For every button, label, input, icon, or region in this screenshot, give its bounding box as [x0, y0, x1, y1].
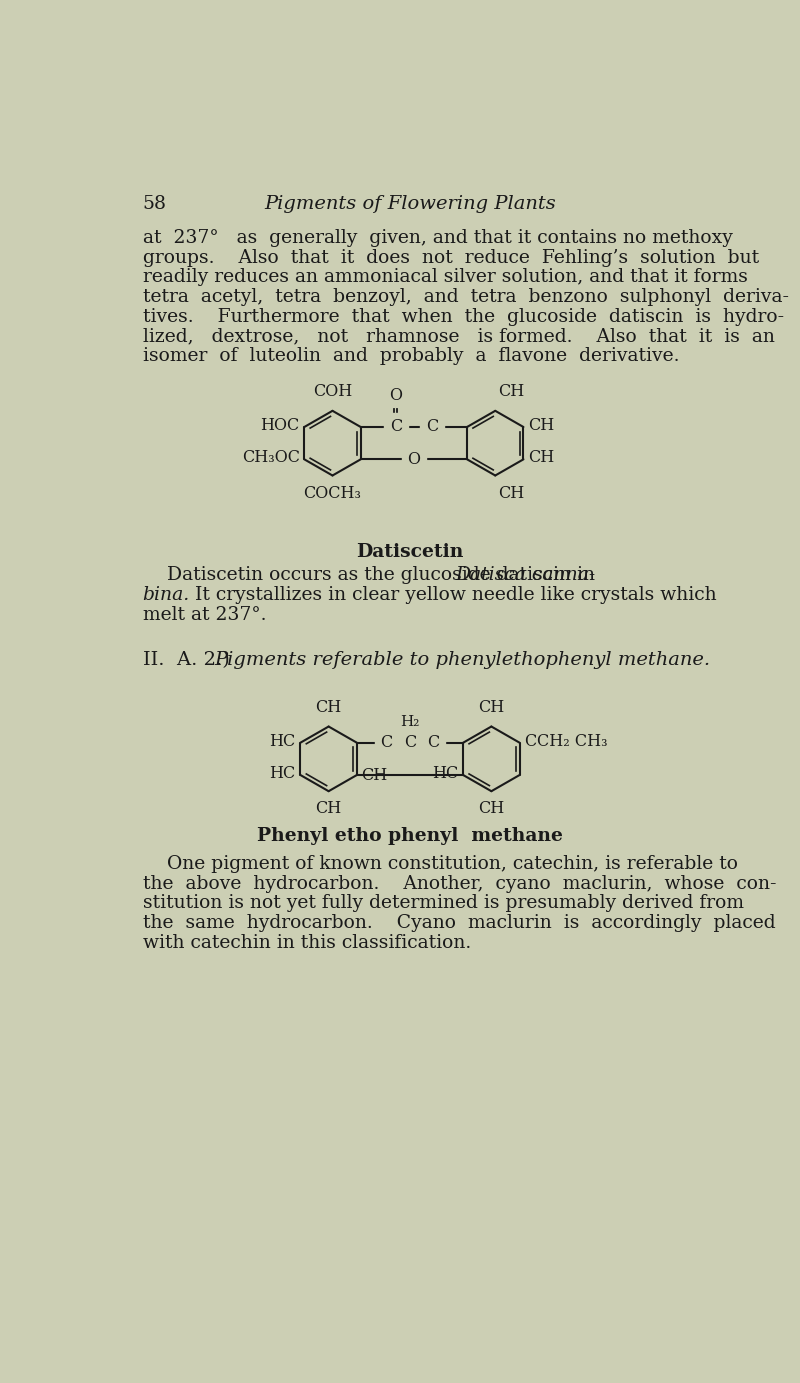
Text: Datisca canna-: Datisca canna-: [455, 567, 595, 585]
Text: C: C: [524, 733, 537, 750]
Text: CH: CH: [498, 383, 525, 400]
Text: tives.    Furthermore  that  when  the  glucoside  datiscin  is  hydro-: tives. Furthermore that when the glucosi…: [142, 307, 784, 325]
Text: melt at 237°.: melt at 237°.: [142, 606, 266, 624]
Text: C: C: [426, 419, 438, 436]
Text: stitution is not yet fully determined is presumably derived from: stitution is not yet fully determined is…: [142, 895, 744, 913]
Text: lized,   dextrose,   not   rhamnose   is formed.    Also  that  it  is  an: lized, dextrose, not rhamnose is formed.…: [142, 328, 774, 346]
Text: isomer  of  luteolin  and  probably  a  flavone  derivative.: isomer of luteolin and probably a flavon…: [142, 347, 679, 365]
Text: CH: CH: [478, 801, 505, 817]
Text: the  same  hydrocarbon.    Cyano  maclurin  is  accordingly  placed: the same hydrocarbon. Cyano maclurin is …: [142, 914, 775, 932]
Text: CH: CH: [478, 698, 505, 716]
Text: It crystallizes in clear yellow needle like crystals which: It crystallizes in clear yellow needle l…: [170, 586, 716, 604]
Text: groups.    Also  that  it  does  not  reduce  Fehling’s  solution  but: groups. Also that it does not reduce Feh…: [142, 249, 758, 267]
Text: CH: CH: [362, 766, 388, 784]
Text: C: C: [404, 734, 416, 751]
Text: CH₂ CH₃: CH₂ CH₃: [537, 733, 607, 750]
Text: Pigments referable to phenylethophenyl methane.: Pigments referable to phenylethophenyl m…: [214, 651, 711, 669]
Text: COCH₃: COCH₃: [303, 484, 362, 502]
Text: HC: HC: [270, 733, 296, 750]
Text: CH₃OC: CH₃OC: [242, 449, 300, 466]
Text: Datiscetin: Datiscetin: [356, 544, 464, 561]
Text: H₂: H₂: [400, 715, 420, 729]
Text: COH: COH: [313, 383, 352, 400]
Text: Phenyl etho phenyl  methane: Phenyl etho phenyl methane: [257, 827, 563, 845]
Text: with catechin in this classification.: with catechin in this classification.: [142, 934, 471, 952]
Text: C: C: [381, 734, 393, 751]
Text: CH: CH: [315, 698, 342, 716]
Text: HOC: HOC: [261, 416, 300, 434]
Text: bina.: bina.: [142, 586, 190, 604]
Text: the  above  hydrocarbon.    Another,  cyano  maclurin,  whose  con-: the above hydrocarbon. Another, cyano ma…: [142, 874, 776, 893]
Text: tetra  acetyl,  tetra  benzoyl,  and  tetra  benzono  sulphonyl  deriva-: tetra acetyl, tetra benzoyl, and tetra b…: [142, 288, 789, 306]
Text: Pigments of Flowering Plants: Pigments of Flowering Plants: [264, 195, 556, 213]
Text: C: C: [390, 419, 402, 436]
Text: CH: CH: [498, 484, 525, 502]
Text: C: C: [427, 734, 439, 751]
Text: at  237°   as  generally  given, and that it contains no methoxy: at 237° as generally given, and that it …: [142, 230, 733, 248]
Text: 58: 58: [142, 195, 166, 213]
Text: CH: CH: [528, 449, 554, 466]
Text: CH: CH: [315, 801, 342, 817]
Text: Datiscetin occurs as the glucoside datiscin in: Datiscetin occurs as the glucoside datis…: [142, 567, 601, 585]
Text: O: O: [390, 387, 402, 404]
Text: CH: CH: [528, 416, 554, 434]
Text: One pigment of known constitution, catechin, is referable to: One pigment of known constitution, catec…: [142, 855, 738, 873]
Text: HC: HC: [270, 765, 296, 781]
Text: II.  A. 2.): II. A. 2.): [142, 651, 242, 669]
Text: HC: HC: [432, 765, 458, 781]
Text: O: O: [407, 451, 420, 467]
Text: readily reduces an ammoniacal silver solution, and that it forms: readily reduces an ammoniacal silver sol…: [142, 268, 747, 286]
